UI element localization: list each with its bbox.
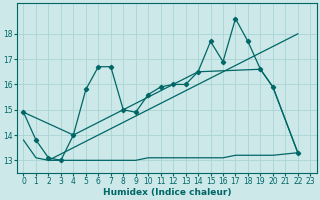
X-axis label: Humidex (Indice chaleur): Humidex (Indice chaleur) xyxy=(103,188,231,197)
